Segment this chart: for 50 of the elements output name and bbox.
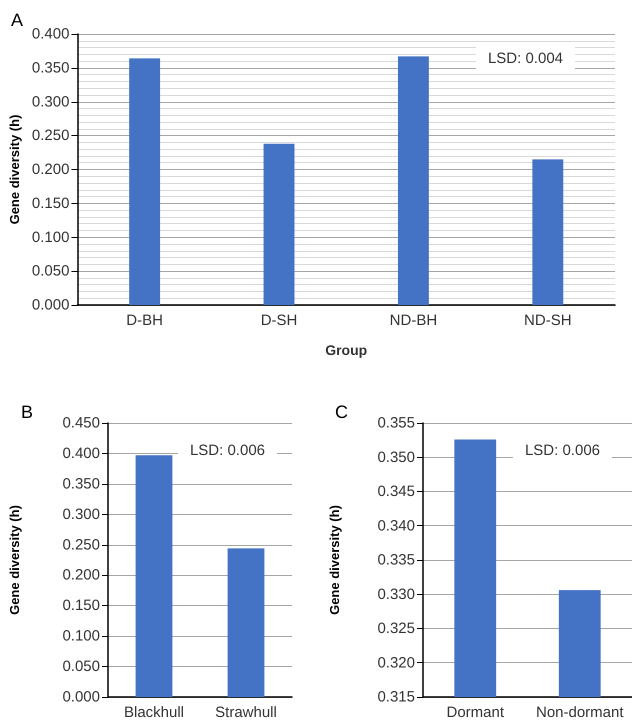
y-axis-title: Gene diversity (h) [327,505,342,615]
bar [398,56,429,305]
x-tick-label: Blackhull [124,704,184,721]
y-tick-label: 0.330 [377,586,415,603]
y-axis-title: Gene diversity (h) [7,505,22,615]
x-tick-label: Non-dormant [536,704,624,721]
y-tick-label: 0.355 [377,414,415,432]
y-tick-label: 0.350 [32,59,70,76]
y-tick-label: 0.300 [62,506,100,523]
bar [532,159,564,305]
y-tick-label: 0.200 [32,161,70,178]
y-tick-label: 0.350 [377,448,415,466]
x-axis-title: Group [325,342,368,358]
y-tick-label: 0.100 [32,228,70,246]
y-tick-label: 0.150 [32,194,70,212]
y-tick-label: 0.200 [62,566,100,584]
y-tick-label: 0.250 [62,536,100,554]
x-tick-label: D-SH [260,312,298,329]
y-tick-label: 0.345 [377,483,415,500]
y-tick-label: 0.150 [62,597,100,614]
bar [264,144,294,305]
y-tick-label: 0.400 [62,444,100,462]
y-tick-label: 0.100 [62,628,100,645]
y-axis-title: Gene diversity (h) [7,114,22,224]
y-tick-label: 0.450 [62,414,100,432]
y-tick-label: 0.300 [32,93,70,110]
y-tick-label: 0.315 [377,688,415,706]
y-tick-label: 0.350 [62,475,100,492]
y-tick-label: 0.325 [377,620,415,637]
y-tick-label: 0.000 [32,296,70,314]
chart-title: A [11,10,24,30]
y-tick-label: 0.000 [62,688,100,706]
y-tick-label: 0.250 [32,127,70,144]
x-tick-label: Dormant [446,704,505,721]
chart-title: B [21,402,34,422]
annotation: LSD: 0.006 [524,442,600,459]
x-tick-label: ND-BH [390,312,438,329]
y-tick-label: 0.050 [62,658,100,676]
x-tick-label: ND-SH [524,312,572,329]
y-tick-label: 0.320 [377,654,415,672]
x-tick-label: D-BH [126,312,163,329]
y-tick-label: 0.400 [32,26,70,42]
bar [129,58,160,305]
y-tick-label: 0.335 [377,552,415,568]
x-tick-label: Strawhull [215,704,277,721]
chart-title: C [335,402,348,422]
annotation: LSD: 0.004 [488,50,564,67]
y-tick-label: 0.050 [32,262,70,280]
annotation: LSD: 0.006 [190,442,266,459]
y-tick-label: 0.340 [377,517,415,534]
